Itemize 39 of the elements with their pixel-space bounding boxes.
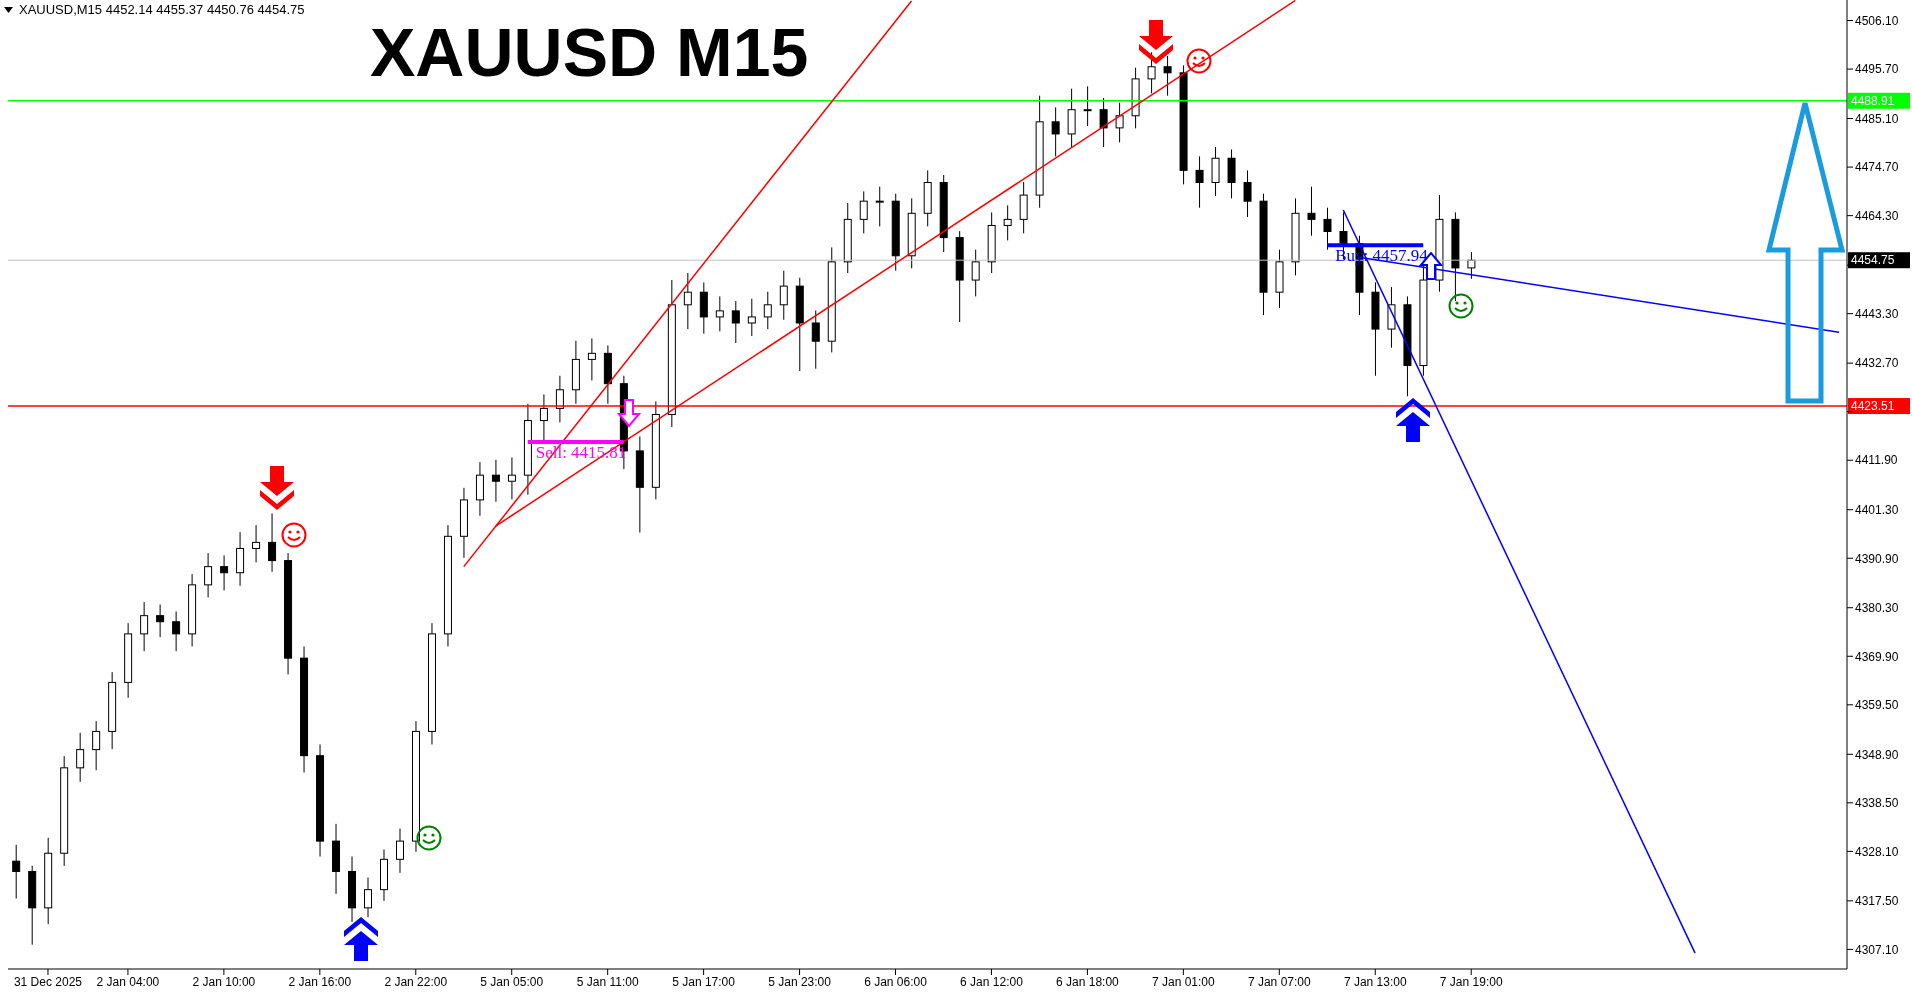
x-tick-label: 7 Jan 01:00 xyxy=(1152,974,1216,989)
y-tick-label: 4506.10 xyxy=(1855,13,1899,28)
x-tick-label: 7 Jan 13:00 xyxy=(1343,974,1407,989)
x-tick-label: 7 Jan 07:00 xyxy=(1247,974,1311,989)
x-tick-label: 5 Jan 23:00 xyxy=(768,974,832,989)
y-tick-label: 4443.30 xyxy=(1855,306,1899,321)
x-tick-label: 2 Jan 22:00 xyxy=(384,974,448,989)
ref-line-label: 4454.75 xyxy=(1851,253,1895,268)
x-tick-label: 31 Dec 2025 xyxy=(13,974,83,989)
x-tick-label: 6 Jan 06:00 xyxy=(864,974,928,989)
x-tick-label: 6 Jan 12:00 xyxy=(960,974,1024,989)
chart-title: XAUUSD M15 xyxy=(370,14,809,90)
y-tick-label: 4307.10 xyxy=(1855,942,1899,957)
x-tick-label: 5 Jan 05:00 xyxy=(480,974,544,989)
y-tick-label: 4401.30 xyxy=(1855,502,1899,517)
y-tick-label: 4369.90 xyxy=(1855,649,1899,664)
y-tick-label: 4359.50 xyxy=(1855,698,1899,713)
y-tick-label: 4464.30 xyxy=(1855,208,1899,223)
y-tick-label: 4380.30 xyxy=(1855,600,1899,615)
y-tick-label: 4328.10 xyxy=(1855,844,1899,859)
y-tick-label: 4317.50 xyxy=(1855,894,1899,909)
x-tick-label: 2 Jan 10:00 xyxy=(192,974,256,989)
y-tick-label: 4432.70 xyxy=(1855,356,1899,371)
x-tick-label: 7 Jan 19:00 xyxy=(1439,974,1503,989)
y-tick-label: 4485.10 xyxy=(1855,111,1899,126)
x-tick-label: 5 Jan 17:00 xyxy=(672,974,736,989)
x-tick-label: 5 Jan 11:00 xyxy=(576,974,639,989)
y-tick-label: 4495.70 xyxy=(1855,62,1899,77)
ref-line-label: 4423.51 xyxy=(1851,399,1895,414)
x-tick-label: 2 Jan 04:00 xyxy=(96,974,160,989)
y-tick-label: 4390.90 xyxy=(1855,551,1899,566)
ref-line-label: 4488.91 xyxy=(1851,93,1895,108)
x-tick-label: 6 Jan 18:00 xyxy=(1056,974,1120,989)
y-tick-label: 4411.90 xyxy=(1855,453,1898,468)
y-tick-label: 4338.50 xyxy=(1855,796,1899,811)
y-tick-label: 4348.90 xyxy=(1855,747,1899,762)
chart-subtitle: XAUUSD,M15 4452.14 4455.37 4450.76 4454.75 xyxy=(19,2,305,17)
y-tick-label: 4474.70 xyxy=(1855,160,1899,175)
x-tick-label: 2 Jan 16:00 xyxy=(288,974,352,989)
